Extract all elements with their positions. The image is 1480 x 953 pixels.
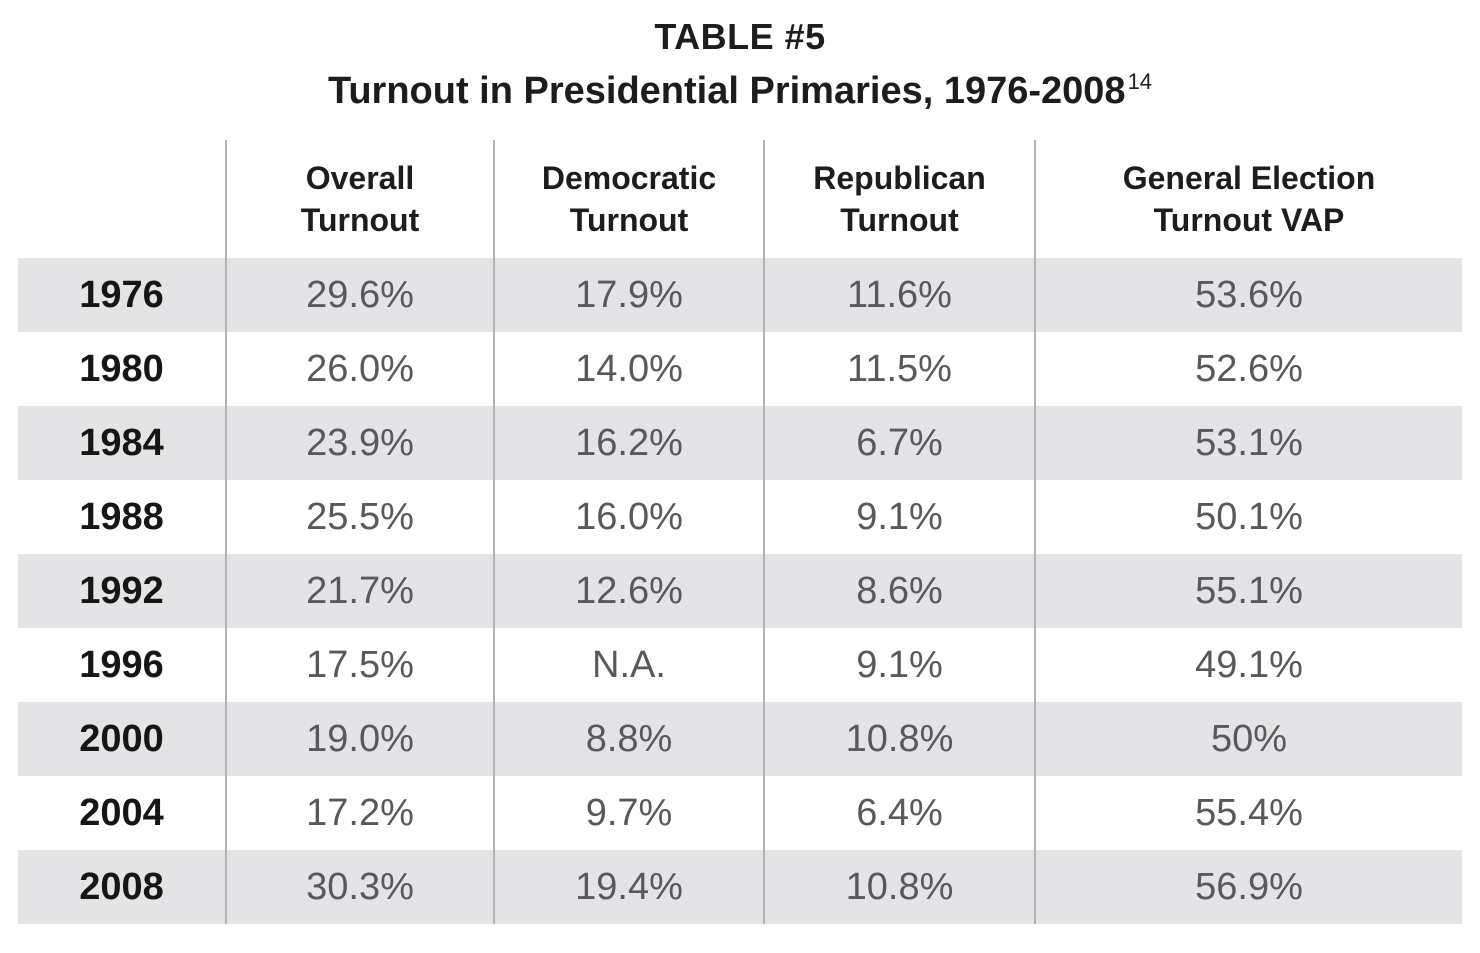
table-header-row: Overall Turnout Democratic Turnout Repub… [18,140,1462,258]
value-cell: 55.1% [1034,554,1462,628]
table-row-1984: 1984 23.9% 16.2% 6.7% 53.1% [18,406,1462,480]
table-subtitle-text: Turnout in Presidential Primaries, 1976-… [327,70,1126,112]
title-block: TABLE #5 Turnout in Presidential Primari… [0,0,1480,114]
value-cell: 49.1% [1034,628,1462,702]
value-cell: 19.0% [225,702,494,776]
year-cell: 1984 [79,421,164,464]
table-row-2004: 2004 17.2% 9.7% 6.4% 55.4% [18,776,1462,850]
header-line: Democratic [541,160,717,196]
turnout-table: Overall Turnout Democratic Turnout Repub… [18,140,1462,924]
value-cell: 17.5% [225,628,494,702]
value-cell: 55.4% [1034,776,1462,850]
value-cell: 25.5% [225,480,494,554]
year-cell: 1988 [79,495,164,538]
year-column-header [18,140,226,258]
value-cell: 29.6% [225,258,494,332]
value-cell: 17.9% [493,258,764,332]
header-line: Turnout [300,202,420,238]
table-row-1996: 1996 17.5% N.A. 9.1% 49.1% [18,628,1462,702]
value-cell: 53.1% [1034,406,1462,480]
year-cell: 1992 [79,569,164,612]
header-line: Turnout [569,202,689,238]
value-cell: 11.6% [763,258,1035,332]
value-cell: 56.9% [1034,850,1462,924]
value-cell: 6.4% [763,776,1035,850]
value-cell: N.A. [493,628,764,702]
year-cell: 1976 [79,273,164,316]
year-cell: 2004 [79,791,164,834]
value-cell: 6.7% [763,406,1035,480]
value-cell: 9.7% [493,776,764,850]
value-cell: 10.8% [763,850,1035,924]
value-cell: 9.1% [763,480,1035,554]
value-cell: 50% [1034,702,1462,776]
header-line: General Election [1122,160,1376,196]
year-cell: 1996 [79,643,164,686]
year-cell: 2000 [79,717,164,760]
value-cell: 30.3% [225,850,494,924]
table-row-2008: 2008 30.3% 19.4% 10.8% 56.9% [18,850,1462,924]
column-header-general-election-turnout-vap: General Election Turnout VAP [1034,140,1462,258]
value-cell: 26.0% [225,332,494,406]
value-cell: 12.6% [493,554,764,628]
table-row-1992: 1992 21.7% 12.6% 8.6% 55.1% [18,554,1462,628]
value-cell: 16.2% [493,406,764,480]
value-cell: 8.8% [493,702,764,776]
value-cell: 21.7% [225,554,494,628]
table-row-1988: 1988 25.5% 16.0% 9.1% 50.1% [18,480,1462,554]
table-number: TABLE #5 [654,16,826,57]
value-cell: 9.1% [763,628,1035,702]
value-cell: 17.2% [225,776,494,850]
value-cell: 52.6% [1034,332,1462,406]
column-header-overall-turnout: Overall Turnout [225,140,494,258]
value-cell: 14.0% [493,332,764,406]
table-row-1976: 1976 29.6% 17.9% 11.6% 53.6% [18,258,1462,332]
column-header-democratic-turnout: Democratic Turnout [493,140,764,258]
column-header-republican-turnout: Republican Turnout [763,140,1035,258]
value-cell: 10.8% [763,702,1035,776]
year-cell: 2008 [79,865,164,908]
value-cell: 8.6% [763,554,1035,628]
value-cell: 23.9% [225,406,494,480]
year-cell: 1980 [79,347,164,390]
table-row-2000: 2000 19.0% 8.8% 10.8% 50% [18,702,1462,776]
value-cell: 50.1% [1034,480,1462,554]
footnote-marker: 14 [1127,69,1153,95]
header-line: Republican [813,160,986,196]
header-line: Overall [305,160,415,196]
header-line: Turnout [840,202,959,238]
value-cell: 19.4% [493,850,764,924]
table-row-1980: 1980 26.0% 14.0% 11.5% 52.6% [18,332,1462,406]
value-cell: 16.0% [493,480,764,554]
value-cell: 11.5% [763,332,1035,406]
value-cell: 53.6% [1034,258,1462,332]
table-title: Turnout in Presidential Primaries, 1976-… [0,68,1480,114]
header-line: Turnout VAP [1153,202,1345,238]
